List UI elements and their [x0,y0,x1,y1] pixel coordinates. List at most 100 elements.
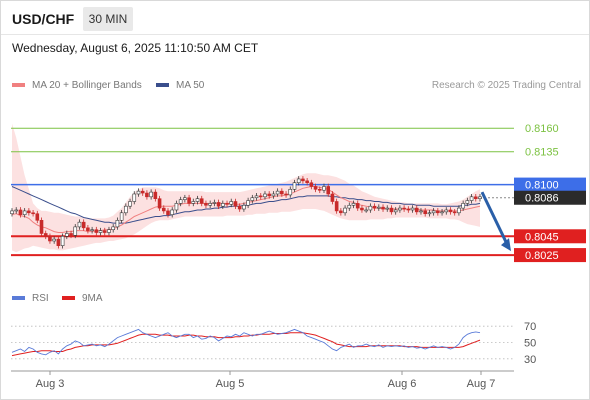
candle-body [296,178,301,184]
candle-body [10,210,14,215]
legend-swatch-ma20 [12,83,25,88]
candle-body [473,196,478,199]
candle-body [216,202,221,207]
candle-body [385,207,390,210]
legend-item-9ma: 9MA [62,293,103,304]
last-price-label: 0.8086 [525,193,559,205]
candle-body [191,201,196,204]
candle-body [145,192,149,198]
chart-datetime: Wednesday, August 6, 2025 11:10:50 AM CE… [12,41,259,55]
candle-body [242,204,246,210]
legend-swatch-ma50 [156,83,169,88]
candle-body [18,209,23,215]
symbol-title: USD/CHF [12,11,75,27]
candle-body [330,193,335,202]
candle-body [48,235,52,242]
x-tick-label: Aug 6 [388,378,417,390]
legend-item-rsi: RSI [12,293,49,304]
rsi-line [11,328,481,356]
bollinger-band [12,123,480,253]
level-tag-0.8045 [514,229,586,244]
candle-body [280,190,284,195]
candle-body [263,193,267,198]
candle-body [393,209,398,213]
candle-body [246,200,250,206]
legend-label-ma20: MA 20 + Bollinger Bands [32,80,142,91]
candle-body [27,210,31,214]
candle-body [35,213,40,221]
candle-body [271,193,276,197]
candle-body [102,230,107,233]
candle-body [98,230,103,233]
candle-body [31,212,35,215]
legend-label-rsi: RSI [32,293,49,304]
candle-body [115,220,120,228]
candle-body [389,207,394,213]
candle-body [161,207,166,212]
candle-body [381,206,385,210]
candle-body [360,207,364,211]
candle-body [465,200,470,204]
candle-body [452,211,457,214]
candle-body [317,188,322,191]
rsi-tick-70: 70 [524,321,536,333]
level-label-0.8100: 0.8100 [525,180,559,192]
candle-body [313,186,318,190]
last-price-tag [514,190,586,205]
candle-body [90,229,94,232]
candle-body [237,205,242,210]
candle-body [225,203,229,205]
candle-body [326,186,331,195]
candle-body [427,212,432,215]
level-label-0.8045: 0.8045 [525,231,559,243]
candle-body [275,190,280,195]
candle-body [368,205,373,211]
candle-body [119,212,124,221]
candle-body [309,182,314,187]
legend-swatch-rsi [12,296,25,301]
rsi-tick-50: 50 [524,338,536,350]
candle-body [457,207,461,214]
legend-item-ma20: MA 20 + Bollinger Bands [12,80,142,91]
candle-body [208,203,212,206]
x-tick-label: Aug 7 [467,378,496,390]
candle-body [153,191,158,199]
candle-body [174,203,179,211]
candle-body [69,233,73,236]
candle-body [128,201,132,207]
level-label-0.8160: 0.8160 [525,123,559,135]
candle-body [267,193,271,197]
candle-body [86,227,90,231]
candle-body [343,207,347,214]
level-tag-0.8100 [514,177,586,192]
candle-body [124,205,128,214]
level-tag-0.8025 [514,248,586,263]
candle-body [377,206,381,209]
timeframe-button[interactable]: 30 MIN [83,7,133,31]
candle-body [254,195,259,199]
candle-body [56,238,61,246]
candle-body [132,193,137,202]
research-credit: Research © 2025 Trading Central [431,80,581,91]
candle-body [334,201,339,212]
candle-body [478,196,482,199]
candle-body [322,186,326,191]
x-tick-label: Aug 5 [216,378,245,390]
candle-body [157,198,162,209]
candle-body [221,203,225,207]
candles-group [10,176,482,249]
candle-body [398,207,402,211]
candle-body [14,209,19,212]
candle-body [292,182,297,190]
x-tick-label: Aug 3 [36,378,65,390]
candle-body [195,198,200,202]
candle-body [402,207,406,210]
candle-body [149,191,153,198]
legend-swatch-9ma [62,296,75,301]
candle-body [440,211,444,214]
candle-body [22,210,27,215]
candle-body [111,226,115,231]
candle-body [39,220,44,234]
candle-body [347,204,352,209]
